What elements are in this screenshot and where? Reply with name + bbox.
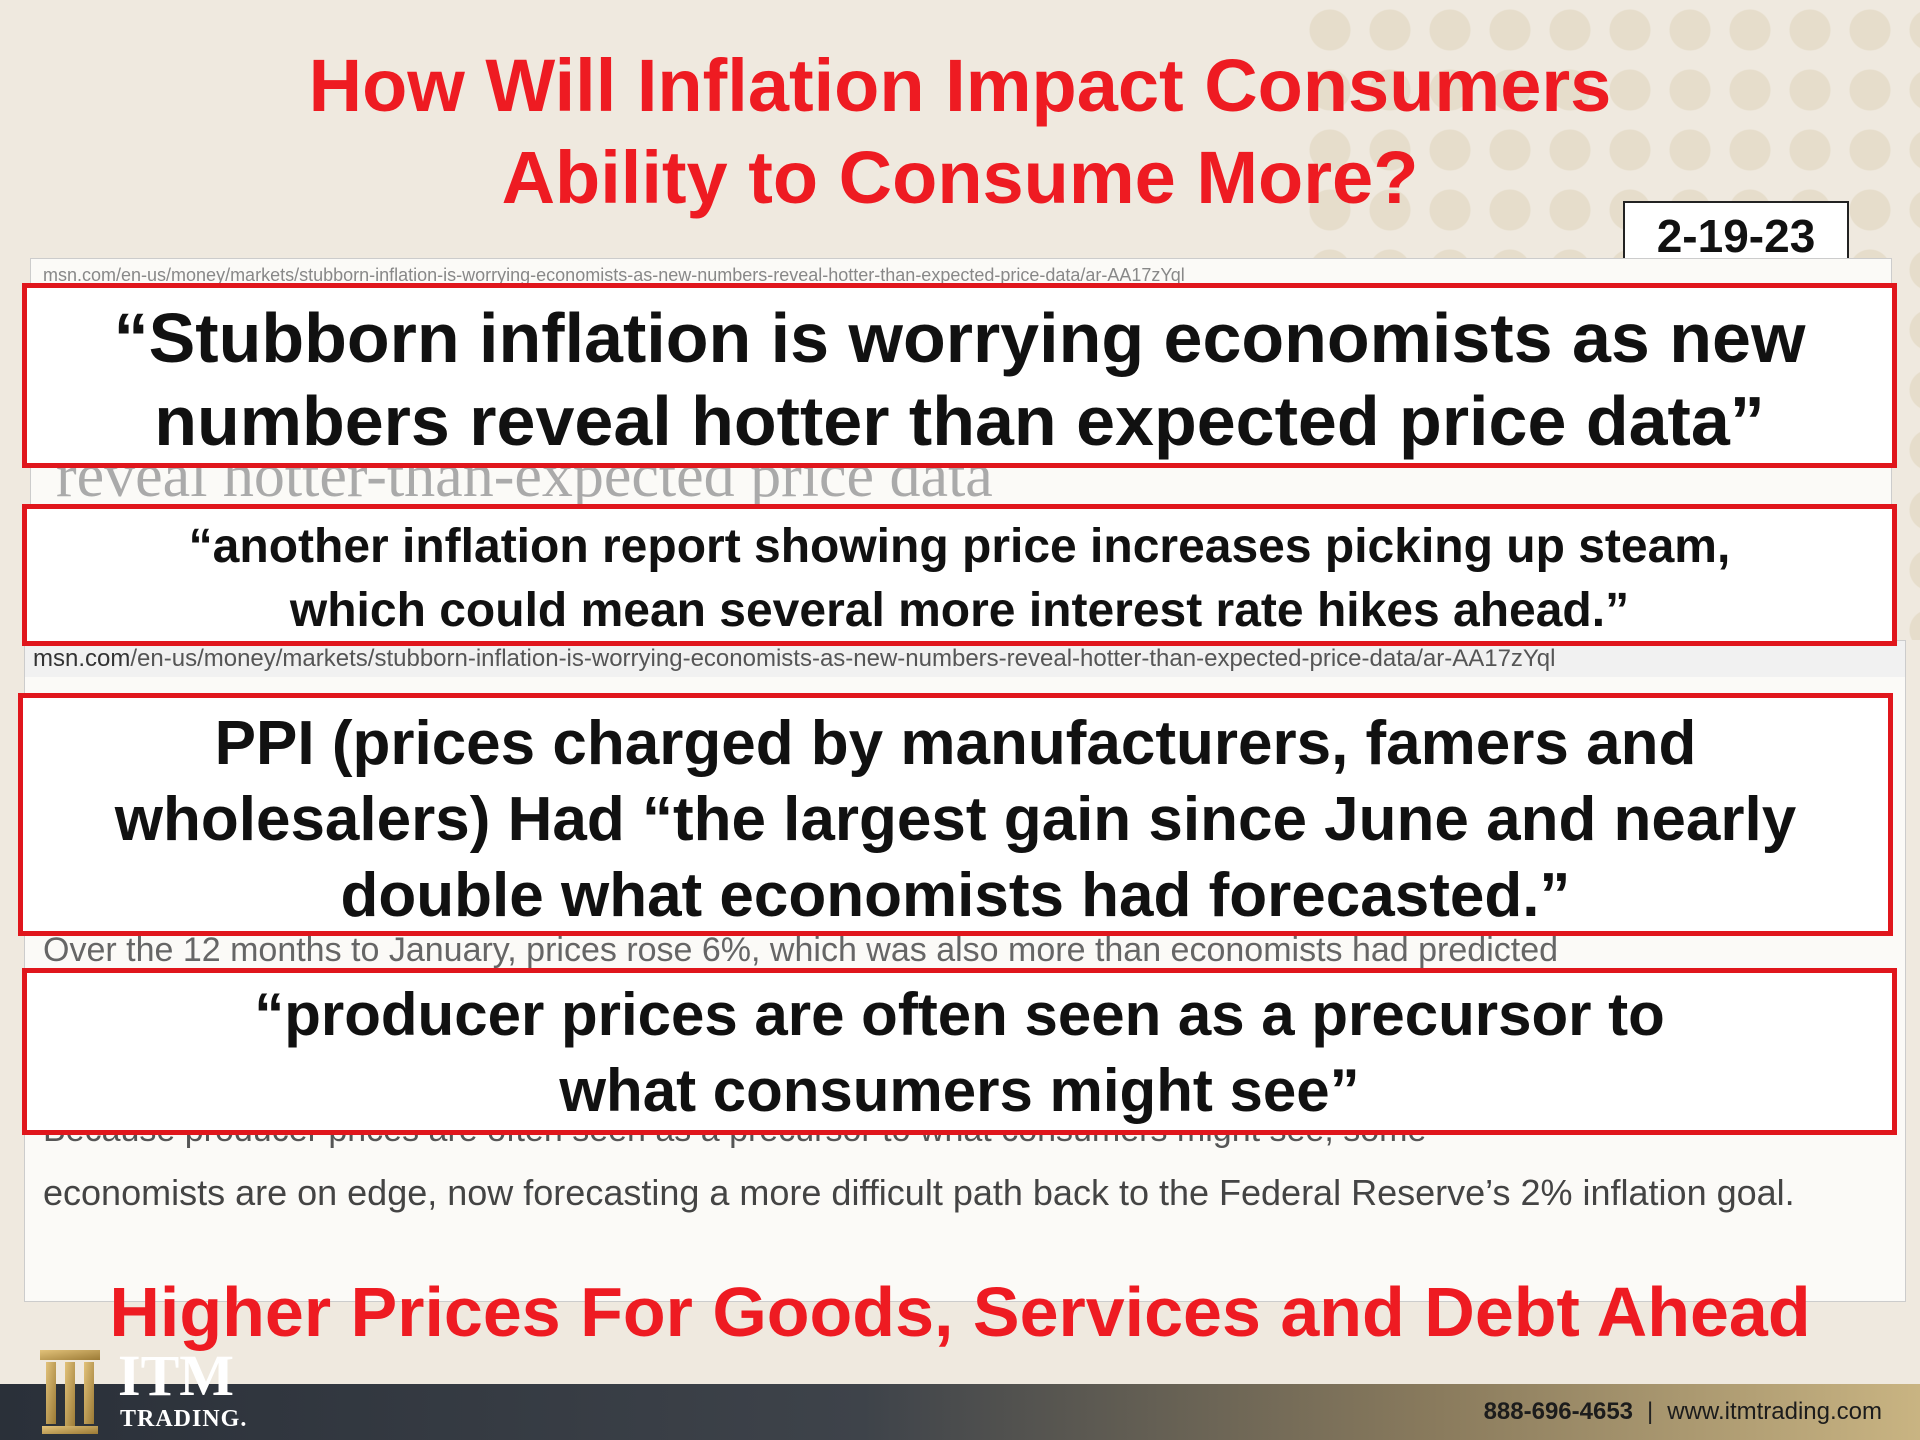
- quote-line: “Stubborn inflation is worrying economis…: [113, 299, 1806, 377]
- url-domain: msn.com: [33, 645, 131, 672]
- title-line-1: How Will Inflation Impact Consumers: [308, 44, 1612, 127]
- footer-bar: [0, 1384, 1920, 1440]
- slide-title: How Will Inflation Impact Consumers Abil…: [120, 40, 1800, 224]
- quote-line: what consumers might see”: [559, 1057, 1360, 1124]
- conclusion-heading: Higher Prices For Goods, Services and De…: [109, 1273, 1811, 1351]
- quote-line: numbers reveal hotter than expected pric…: [154, 382, 1765, 460]
- quote-line: which could mean several more interest r…: [289, 584, 1630, 637]
- quote-box-rate-hikes: “another inflation report showing price …: [22, 504, 1897, 646]
- pillar-icon: [40, 1350, 100, 1434]
- footer-contact: 888-696-4653 | www.itmtrading.com: [1484, 1384, 1882, 1440]
- quote-box-headline: “Stubborn inflation is worrying economis…: [22, 283, 1897, 468]
- logo-name: ITM: [118, 1343, 234, 1408]
- article-body-text: economists are on edge, now forecasting …: [43, 1172, 1795, 1213]
- url-path: /en-us/money/markets/stubborn-inflation-…: [130, 645, 1556, 672]
- quote-line: double what economists had forecasted.”: [340, 861, 1571, 930]
- article-partial-text-1: Over the 12 months to January, prices ro…: [43, 931, 1559, 969]
- contact-separator: |: [1647, 1398, 1654, 1425]
- quote-line: wholesalers) Had “the largest gain since…: [114, 785, 1797, 854]
- quote-line: PPI (prices charged by manufacturers, fa…: [214, 709, 1697, 778]
- title-line-2: Ability to Consume More?: [501, 136, 1419, 219]
- article-url-bar: msn.com/en-us/money/markets/stubborn-inf…: [25, 641, 1905, 677]
- quote-box-producer-prices: “producer prices are often seen as a pre…: [22, 968, 1897, 1135]
- article-url: msn.com/en-us/money/markets/stubborn-inf…: [43, 265, 1185, 285]
- quote-line: “another inflation report showing price …: [188, 520, 1731, 573]
- quote-box-ppi: PPI (prices charged by manufacturers, fa…: [18, 693, 1893, 936]
- phone-number[interactable]: 888-696-4653: [1483, 1398, 1634, 1425]
- website-link[interactable]: www.itmtrading.com: [1667, 1398, 1882, 1425]
- quote-line: “producer prices are often seen as a pre…: [254, 981, 1665, 1048]
- logo-subtitle: TRADING.: [120, 1406, 248, 1432]
- itm-trading-logo: ITM TRADING.: [38, 1346, 258, 1438]
